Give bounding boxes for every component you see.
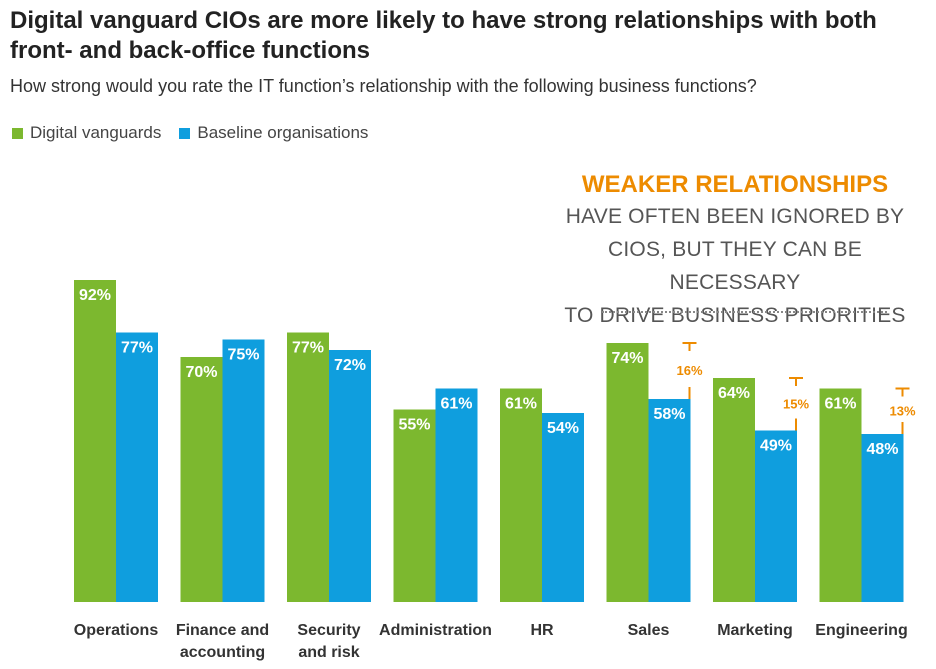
annotation-callout: WEAKER RELATIONSHIPS HAVE OFTEN BEEN IGN… (560, 170, 910, 332)
annotation-line: TO DRIVE BUSINESS PRIORITIES (564, 304, 906, 327)
category-label: Administration (379, 622, 492, 639)
category-label: Finance and accounting (176, 622, 269, 661)
legend-swatch-baseline-organisations (179, 127, 191, 139)
annotation-line: HAVE OFTEN BEEN IGNORED BY (565, 205, 905, 228)
legend-label-digital-vanguards: Digital vanguards (30, 123, 162, 142)
gap-value-label: 15% (783, 396, 809, 411)
bar-value-label: 70% (185, 364, 217, 381)
legend: Digital vanguards Baseline organisations (12, 123, 368, 143)
bar-digital-vanguards (393, 409, 436, 602)
bar-digital-vanguards (180, 357, 223, 602)
bar-value-label: 77% (292, 340, 324, 357)
bar-value-label: 64% (718, 385, 750, 402)
bar-digital-vanguards (606, 343, 649, 602)
bar-value-label: 49% (760, 438, 792, 455)
bar-value-label: 92% (79, 287, 111, 304)
chart-subtitle: How strong would you rate the IT functio… (10, 76, 757, 96)
bar-baseline-organisations (861, 434, 904, 602)
bar-value-label: 61% (824, 396, 856, 413)
legend-item-digital-vanguards: Digital vanguards (12, 123, 161, 143)
bar-baseline-organisations (542, 413, 584, 602)
gap-value-label: 16% (676, 363, 702, 378)
bar-baseline-organisations (435, 388, 478, 602)
annotation-line: CIOS, BUT THEY CAN BE NECESSARY (608, 238, 862, 294)
bar-baseline-organisations (222, 339, 265, 602)
gap-value-label: 13% (889, 403, 915, 418)
category-label: Marketing (717, 622, 793, 639)
category-label: HR (530, 622, 554, 639)
bar-value-label: 55% (398, 417, 430, 434)
bar-baseline-organisations (755, 430, 797, 602)
bar-value-label: 61% (440, 396, 472, 413)
bar-value-label: 75% (227, 347, 259, 364)
bar-value-label: 58% (653, 406, 685, 423)
category-label: Security and risk (297, 622, 360, 661)
category-label: Sales (628, 622, 670, 639)
category-label: Operations (74, 622, 159, 639)
bar-baseline-organisations (329, 350, 371, 602)
bar-value-label: 54% (547, 420, 579, 437)
chart-title: Digital vanguard CIOs are more likely to… (10, 7, 877, 64)
bar-digital-vanguards (713, 378, 755, 602)
bar-value-label: 48% (866, 441, 898, 458)
legend-item-baseline-organisations: Baseline organisations (179, 123, 368, 143)
bar-value-label: 74% (611, 350, 643, 367)
bar-baseline-organisations (648, 399, 691, 602)
legend-label-baseline-organisations: Baseline organisations (197, 123, 369, 142)
bar-value-label: 61% (505, 396, 537, 413)
bar-baseline-organisations (116, 332, 158, 602)
category-label: Engineering (815, 622, 907, 639)
annotation-divider (602, 311, 887, 313)
bar-digital-vanguards (74, 280, 116, 602)
bar-value-label: 77% (121, 340, 153, 357)
bar-digital-vanguards (500, 388, 542, 602)
legend-swatch-digital-vanguards (12, 127, 23, 139)
annotation-heading: WEAKER RELATIONSHIPS (581, 171, 889, 198)
bar-digital-vanguards (287, 332, 329, 602)
bar-value-label: 72% (334, 357, 366, 374)
bar-digital-vanguards (819, 388, 862, 602)
